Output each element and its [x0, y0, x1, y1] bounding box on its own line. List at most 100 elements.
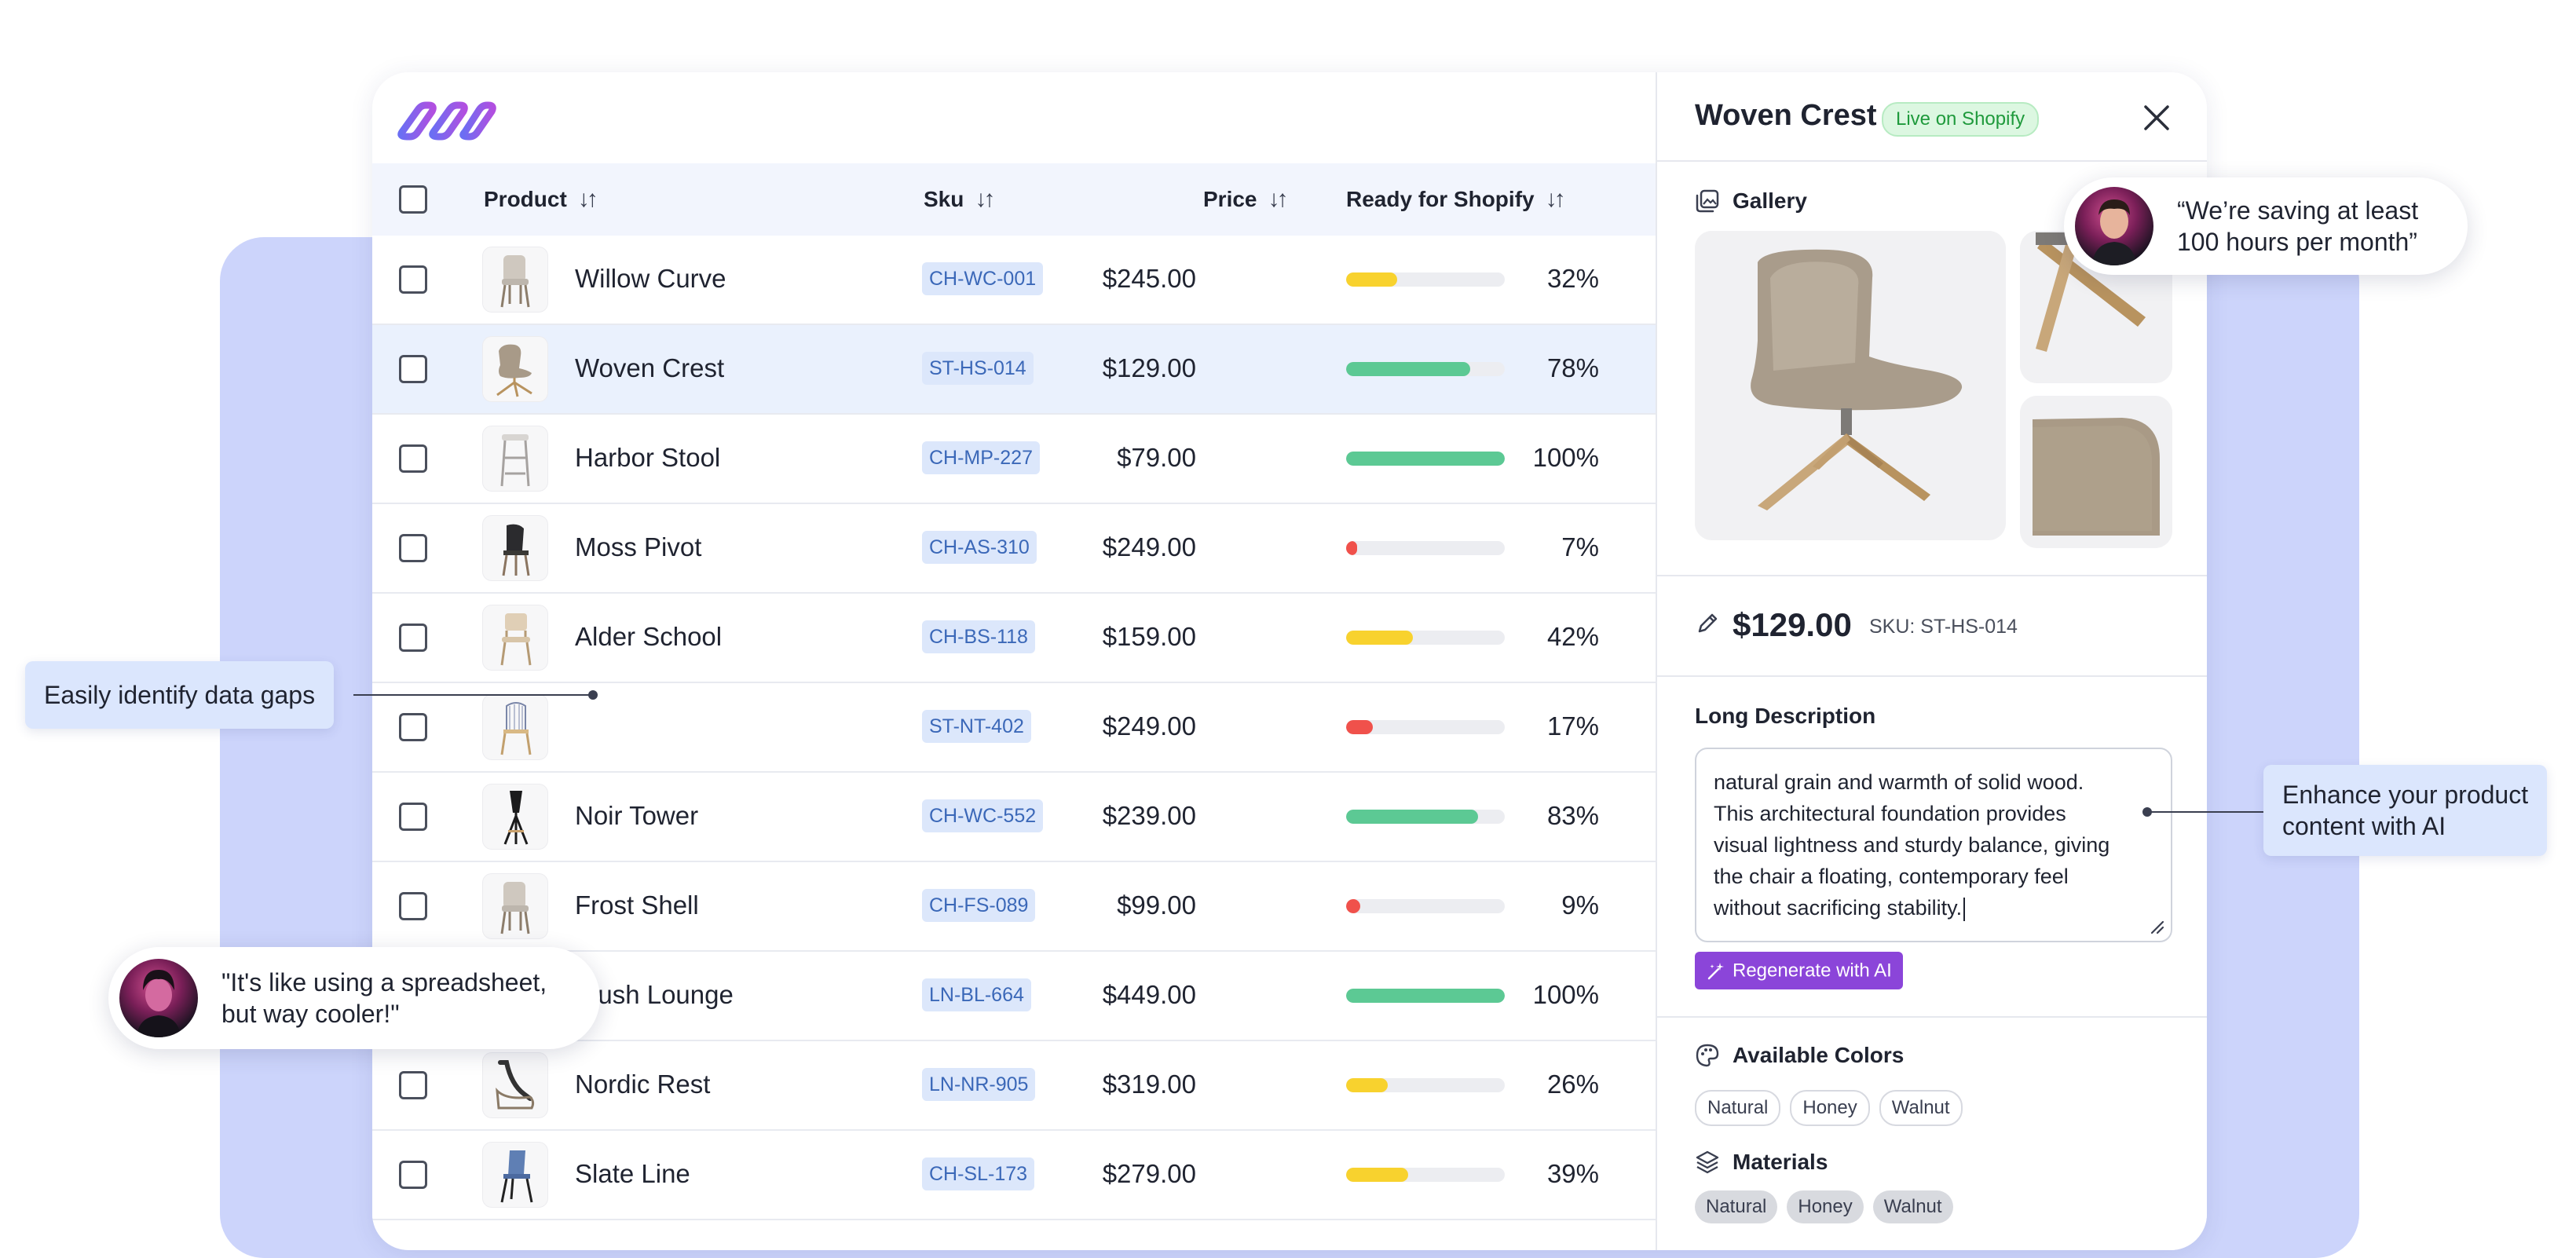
product-name[interactable]: Nordic Rest — [575, 1070, 711, 1099]
product-name[interactable]: Woven Crest — [575, 353, 725, 382]
sort-icon[interactable]: ↓↑ — [975, 186, 995, 212]
readiness-progress-fill — [1346, 631, 1413, 645]
table-row[interactable]: Nordic Rest LN-NR-905 $319.00 26% — [372, 1041, 1656, 1131]
sku-tag: CH-SL-173 — [922, 1157, 1035, 1190]
readiness-percent: 32% — [1546, 264, 1599, 293]
sort-icon[interactable]: ↓↑ — [1268, 186, 1289, 212]
table-row[interactable]: ST-NT-402 $249.00 17% — [372, 683, 1656, 773]
resize-handle-icon[interactable] — [2147, 917, 2164, 934]
material-chip[interactable]: Natural — [1695, 1190, 1778, 1223]
row-checkbox[interactable] — [399, 892, 427, 920]
product-name[interactable]: Plush Lounge — [575, 980, 734, 1009]
readiness-percent: 83% — [1546, 801, 1599, 830]
chair-thumbnail-image — [500, 882, 530, 934]
table-row[interactable]: Moss Pivot CH-AS-310 $249.00 7% — [372, 504, 1656, 594]
sku-tag: CH-BS-118 — [922, 620, 1035, 653]
table-row[interactable]: Frost Shell CH-FS-089 $99.00 9% — [372, 862, 1656, 952]
readiness-percent: 100% — [1532, 443, 1599, 472]
chair-thumbnail-image — [503, 791, 529, 845]
readiness-percent: 17% — [1546, 711, 1599, 741]
product-name[interactable]: Slate Line — [575, 1159, 690, 1188]
table-row[interactable]: Woven Crest ST-HS-014 $129.00 78% — [372, 325, 1656, 415]
material-chips: Natural Honey Walnut — [1695, 1190, 1953, 1223]
readiness-progress-bar — [1346, 989, 1505, 1003]
readiness-progress-bar — [1346, 452, 1505, 466]
gallery-main-image[interactable] — [1695, 231, 2006, 540]
chair-thumbnail-image — [500, 702, 532, 755]
panel-sku: SKU: ST-HS-014 — [1869, 616, 2018, 638]
product-price: $319.00 — [1102, 1070, 1196, 1099]
row-checkbox[interactable] — [399, 1161, 427, 1189]
color-chip[interactable]: Walnut — [1879, 1090, 1963, 1126]
product-name[interactable]: Frost Shell — [575, 890, 699, 920]
product-table-body: Willow Curve CH-WC-001 $245.00 32% Woven Cre… — [372, 236, 1656, 1220]
callout-connector-line — [353, 694, 594, 696]
table-row[interactable]: Alder School CH-BS-118 $159.00 42% — [372, 594, 1656, 683]
product-price: $249.00 — [1102, 532, 1196, 561]
gallery-thumbnail-fabric[interactable] — [2020, 396, 2172, 548]
sku-tag: ST-NT-402 — [922, 710, 1031, 743]
sort-icon[interactable]: ↓↑ — [577, 186, 598, 212]
product-price: $449.00 — [1102, 980, 1196, 1009]
readiness-progress-fill — [1346, 810, 1478, 824]
product-price: $79.00 — [1117, 443, 1196, 472]
readiness-progress-fill — [1346, 899, 1361, 913]
row-checkbox[interactable] — [399, 1071, 427, 1099]
readiness-progress-fill — [1346, 720, 1374, 734]
person-photo — [2092, 199, 2136, 265]
row-checkbox[interactable] — [399, 713, 427, 741]
row-checkbox[interactable] — [399, 803, 427, 831]
product-price: $239.00 — [1102, 801, 1196, 830]
row-checkbox[interactable] — [399, 265, 427, 294]
edit-pencil-icon[interactable] — [1695, 611, 1720, 636]
table-row[interactable]: Noir Tower CH-WC-552 $239.00 83% — [372, 773, 1656, 862]
readiness-percent: 26% — [1546, 1070, 1599, 1099]
table-row[interactable]: Willow Curve CH-WC-001 $245.00 32% — [372, 236, 1656, 325]
description-line: visual lightness and sturdy balance, giv… — [1714, 833, 2110, 857]
select-all-checkbox[interactable] — [399, 185, 427, 214]
table-row[interactable]: Slate Line CH-SL-173 $279.00 39% — [372, 1131, 1656, 1220]
color-chip[interactable]: Honey — [1790, 1090, 1870, 1126]
product-name[interactable]: Moss Pivot — [575, 532, 702, 561]
readiness-progress-fill — [1346, 989, 1505, 1003]
avatar — [119, 959, 198, 1037]
chair-thumbnail-image — [500, 434, 530, 487]
product-thumbnail — [482, 784, 548, 850]
readiness-progress-fill — [1346, 541, 1358, 555]
product-price: $245.00 — [1102, 264, 1196, 293]
product-name[interactable]: Noir Tower — [575, 801, 699, 830]
person-photo — [137, 970, 181, 1037]
divider — [1657, 160, 2207, 162]
column-header-price[interactable]: Price ↓↑ — [1203, 186, 1289, 212]
row-checkbox[interactable] — [399, 444, 427, 473]
sku-tag: LN-BL-664 — [922, 978, 1031, 1011]
testimonial-quote-bottom: "It's like using a spreadsheet, but way … — [108, 947, 600, 1049]
row-checkbox[interactable] — [399, 534, 427, 562]
readiness-progress-fill — [1346, 1168, 1408, 1182]
chair-thumbnail-image — [496, 1060, 535, 1110]
column-header-sku[interactable]: Sku ↓↑ — [924, 186, 995, 212]
callout-line: Enhance your product — [2282, 781, 2529, 809]
row-checkbox[interactable] — [399, 355, 427, 383]
sort-icon[interactable]: ↓↑ — [1545, 186, 1566, 212]
layers-icon — [1696, 1150, 1719, 1174]
column-header-product[interactable]: Product ↓↑ — [484, 186, 598, 212]
long-description-textarea[interactable]: natural grain and warmth of solid wood. … — [1695, 748, 2172, 942]
row-checkbox[interactable] — [399, 624, 427, 652]
material-chip[interactable]: Walnut — [1872, 1190, 1953, 1223]
regenerate-with-ai-button[interactable]: Regenerate with AI — [1695, 952, 1903, 989]
column-header-ready-for-shopify[interactable]: Ready for Shopify ↓↑ — [1346, 186, 1566, 212]
readiness-progress-fill — [1346, 1078, 1388, 1092]
product-price: $279.00 — [1102, 1159, 1196, 1188]
table-row[interactable]: Harbor Stool CH-MP-227 $79.00 100% — [372, 415, 1656, 504]
sku-tag: CH-MP-227 — [922, 441, 1040, 474]
panel-price: $129.00 — [1733, 606, 1852, 643]
product-name[interactable]: Harbor Stool — [575, 443, 721, 472]
color-chip[interactable]: Natural — [1695, 1090, 1781, 1126]
product-name[interactable]: Willow Curve — [575, 264, 726, 293]
material-chip[interactable]: Honey — [1787, 1190, 1864, 1223]
product-name[interactable]: Alder School — [575, 622, 723, 651]
readiness-progress-bar — [1346, 362, 1505, 376]
close-icon[interactable] — [2142, 104, 2171, 132]
readiness-percent: 78% — [1546, 353, 1599, 382]
